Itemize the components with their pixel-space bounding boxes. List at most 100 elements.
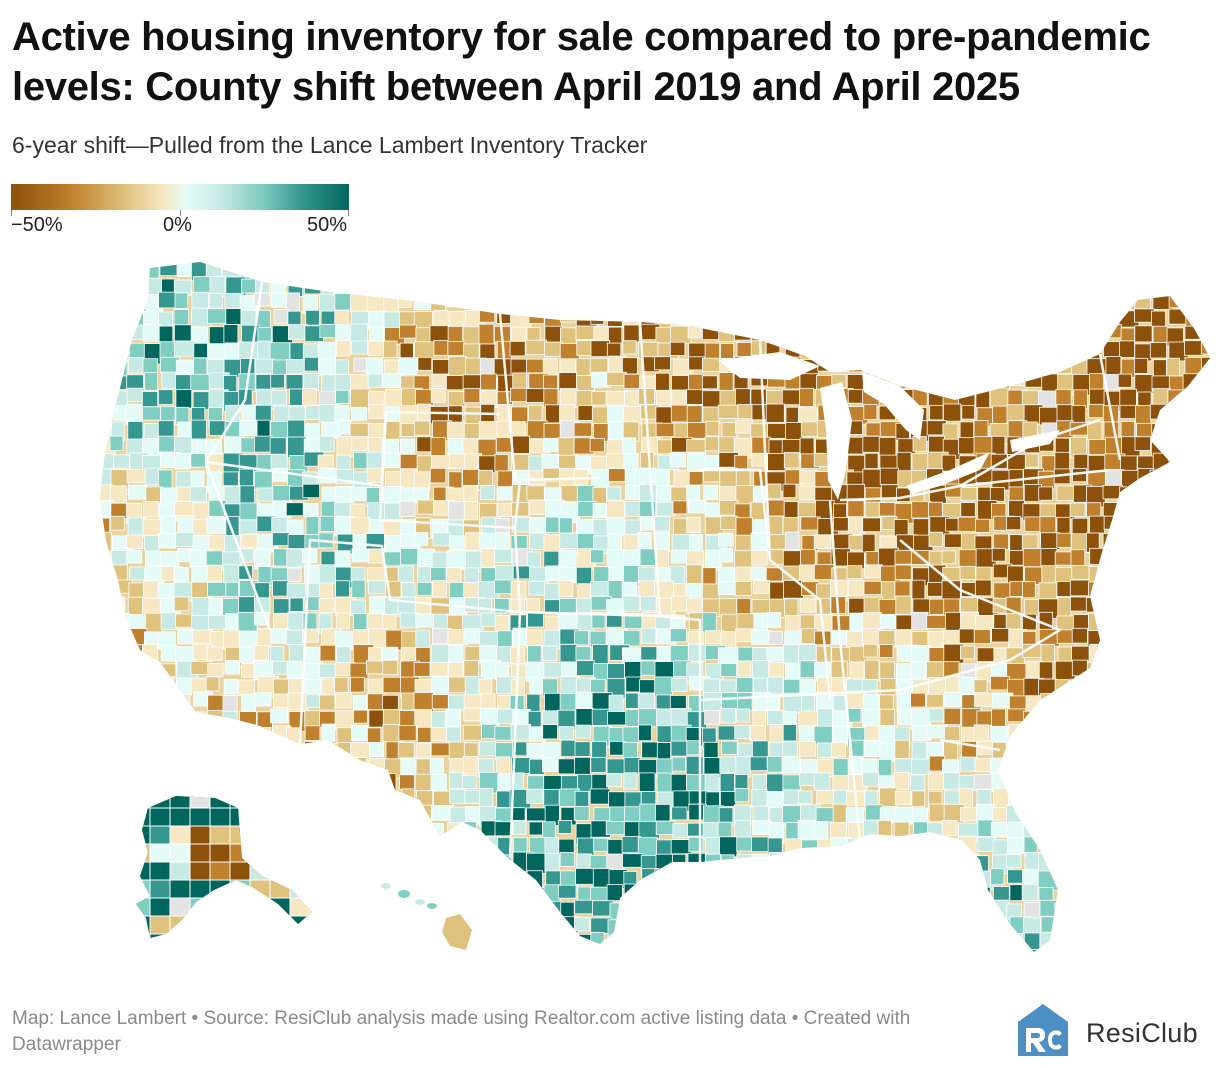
county-shape bbox=[416, 436, 434, 453]
county-shape bbox=[1151, 644, 1171, 660]
alaska-county-shape bbox=[309, 861, 312, 884]
county-shape bbox=[127, 693, 146, 711]
county-shape bbox=[110, 740, 125, 761]
county-shape bbox=[639, 484, 657, 503]
county-shape bbox=[128, 678, 146, 693]
county-shape bbox=[944, 870, 963, 887]
county-shape bbox=[719, 836, 738, 858]
county-shape bbox=[158, 677, 175, 693]
county-shape bbox=[766, 499, 785, 517]
county-shape bbox=[1040, 643, 1055, 663]
county-shape bbox=[1069, 579, 1091, 597]
county-shape bbox=[913, 854, 930, 872]
county-shape bbox=[893, 327, 912, 344]
county-shape bbox=[256, 854, 273, 874]
county-shape bbox=[159, 262, 178, 277]
county-shape bbox=[100, 709, 119, 726]
resiclub-brand[interactable]: ResiClub bbox=[1012, 998, 1212, 1058]
county-shape bbox=[910, 692, 926, 708]
county-shape bbox=[253, 435, 273, 453]
county-shape bbox=[800, 516, 821, 531]
county-shape bbox=[511, 326, 527, 342]
county-shape bbox=[669, 452, 687, 468]
county-shape bbox=[463, 871, 479, 893]
county-shape bbox=[529, 263, 546, 282]
county-shape bbox=[638, 724, 652, 742]
county-shape bbox=[1134, 915, 1149, 932]
county-shape bbox=[686, 740, 702, 756]
county-shape bbox=[176, 486, 192, 502]
county-shape bbox=[447, 391, 466, 407]
county-shape bbox=[1038, 486, 1053, 501]
county-shape bbox=[1199, 820, 1210, 841]
county-shape bbox=[144, 550, 162, 568]
county-shape bbox=[832, 947, 850, 952]
county-shape bbox=[1167, 499, 1184, 517]
county-shape bbox=[720, 934, 736, 952]
county-shape bbox=[303, 503, 319, 518]
county-shape bbox=[479, 740, 496, 757]
county-shape bbox=[942, 886, 957, 908]
county-shape bbox=[782, 323, 803, 345]
county-shape bbox=[845, 807, 865, 823]
county-shape bbox=[765, 567, 783, 582]
county-shape bbox=[1006, 516, 1022, 531]
county-shape bbox=[100, 387, 110, 409]
county-shape bbox=[100, 774, 110, 795]
county-shape bbox=[317, 884, 338, 906]
county-shape bbox=[704, 933, 722, 949]
county-shape bbox=[1088, 311, 1103, 330]
county-shape bbox=[1153, 933, 1174, 952]
county-shape bbox=[527, 775, 546, 791]
county-shape bbox=[865, 277, 885, 294]
county-shape bbox=[768, 852, 785, 867]
county-shape bbox=[799, 741, 816, 757]
county-shape bbox=[100, 852, 114, 871]
alaska-county-shape bbox=[309, 915, 312, 938]
county-shape bbox=[271, 741, 292, 758]
county-shape bbox=[944, 726, 961, 742]
county-shape bbox=[221, 742, 237, 763]
county-shape bbox=[926, 935, 944, 952]
county-shape bbox=[304, 950, 320, 952]
county-shape bbox=[1040, 548, 1058, 568]
legend-tick-max bbox=[348, 210, 349, 216]
county-shape bbox=[641, 627, 657, 644]
county-shape bbox=[399, 774, 415, 790]
county-shape bbox=[736, 677, 754, 694]
county-shape bbox=[193, 932, 211, 950]
county-shape bbox=[768, 630, 783, 646]
county-shape bbox=[1040, 823, 1060, 838]
county-shape bbox=[1168, 900, 1183, 923]
county-shape bbox=[543, 388, 559, 408]
alaska-county-shape bbox=[309, 807, 312, 832]
county-shape bbox=[718, 372, 734, 392]
county-shape bbox=[126, 916, 148, 934]
county-shape bbox=[255, 358, 275, 375]
county-shape bbox=[399, 324, 418, 339]
county-shape bbox=[481, 871, 502, 889]
county-shape bbox=[544, 276, 560, 294]
county-shape bbox=[637, 692, 655, 711]
county-shape bbox=[1040, 837, 1061, 855]
chart-subtitle: 6-year shift—Pulled from the Lance Lambe… bbox=[12, 132, 648, 158]
county-shape bbox=[1150, 581, 1166, 597]
county-shape bbox=[673, 311, 688, 326]
county-shape bbox=[752, 805, 769, 822]
county-shape bbox=[993, 614, 1009, 630]
alaska-county-shape bbox=[229, 933, 257, 938]
county-shape bbox=[720, 791, 737, 807]
county-shape bbox=[958, 437, 976, 455]
county-shape bbox=[976, 647, 996, 662]
county-shape bbox=[433, 309, 449, 328]
county-shape bbox=[1071, 950, 1088, 952]
county-shape bbox=[255, 262, 277, 277]
county-shape bbox=[799, 948, 816, 952]
county-shape bbox=[574, 756, 591, 775]
county-shape bbox=[1039, 723, 1060, 739]
county-shape bbox=[463, 949, 482, 952]
county-shape bbox=[653, 917, 673, 938]
county-shape bbox=[1199, 599, 1210, 620]
county-shape bbox=[1008, 326, 1027, 348]
county-shape bbox=[110, 725, 125, 741]
